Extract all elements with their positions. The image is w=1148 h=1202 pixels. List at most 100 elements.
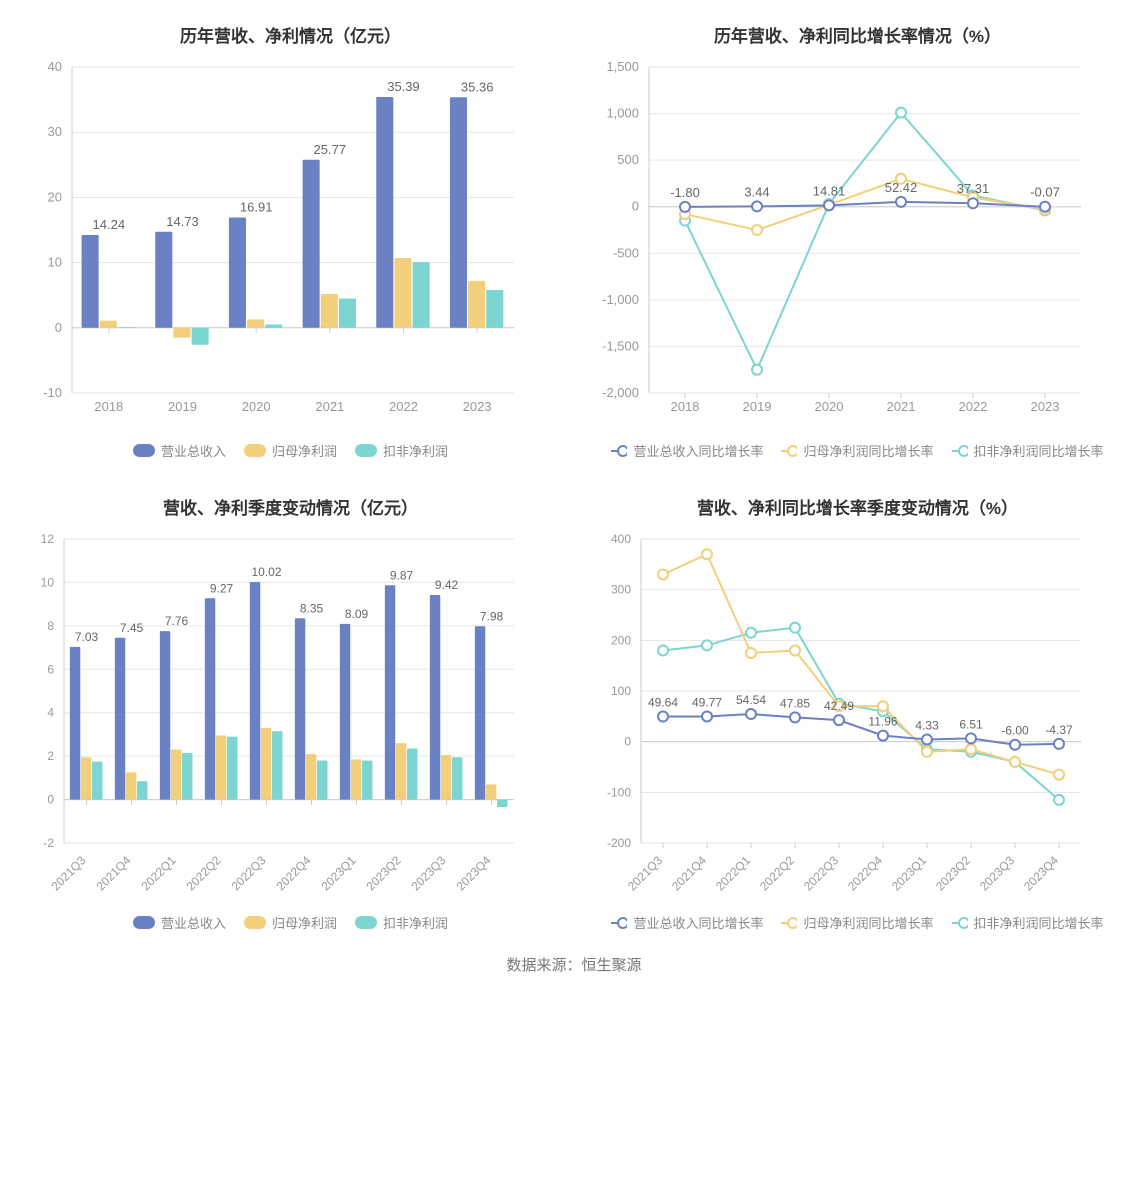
- svg-text:2022Q2: 2022Q2: [184, 853, 224, 893]
- svg-text:49.64: 49.64: [648, 696, 678, 710]
- legend-item[interactable]: 归母净利润: [244, 913, 337, 932]
- legend-label: 归母净利润: [272, 441, 337, 460]
- svg-text:10: 10: [48, 255, 62, 270]
- svg-text:2023Q2: 2023Q2: [933, 853, 973, 893]
- data-source-label: 数据来源：恒生聚源: [12, 936, 1136, 985]
- svg-text:52.42: 52.42: [885, 180, 918, 195]
- legend-item[interactable]: 扣非净利润同比增长率: [952, 441, 1104, 460]
- svg-text:9.27: 9.27: [210, 581, 234, 595]
- svg-text:14.24: 14.24: [93, 217, 126, 232]
- svg-text:54.54: 54.54: [736, 693, 766, 707]
- svg-text:400: 400: [611, 532, 631, 546]
- svg-text:200: 200: [611, 633, 631, 647]
- svg-text:2018: 2018: [94, 399, 123, 414]
- svg-text:9.87: 9.87: [390, 568, 414, 582]
- legend-swatch-icon: [952, 443, 968, 459]
- svg-text:2023Q3: 2023Q3: [977, 853, 1017, 893]
- legend-item[interactable]: 扣非净利润同比增长率: [952, 913, 1104, 932]
- legend-swatch-icon: [133, 444, 155, 457]
- svg-text:-0.07: -0.07: [1030, 185, 1060, 200]
- legend-item[interactable]: 扣非净利润: [355, 913, 448, 932]
- svg-text:-2: -2: [43, 836, 54, 850]
- svg-text:2020: 2020: [815, 399, 844, 414]
- svg-text:8.35: 8.35: [300, 601, 324, 615]
- svg-text:14.73: 14.73: [166, 214, 199, 229]
- legend-swatch-icon: [781, 443, 797, 459]
- panel4-chart: -200-10001002003004002021Q32021Q42022Q12…: [579, 525, 1136, 905]
- panel4-legend: 营业总收入同比增长率 归母净利润同比增长率扣非净利润同比增长率: [579, 905, 1136, 936]
- legend-swatch-icon: [244, 916, 266, 929]
- svg-text:2021Q3: 2021Q3: [625, 853, 665, 893]
- svg-text:2022: 2022: [389, 399, 418, 414]
- svg-text:2023: 2023: [1031, 399, 1060, 414]
- svg-text:16.91: 16.91: [240, 200, 273, 215]
- svg-text:2022Q3: 2022Q3: [801, 853, 841, 893]
- panel-quarterly-growth-rate: 营收、净利同比增长率季度变动情况（%） -200-100010020030040…: [579, 484, 1136, 936]
- legend-swatch-icon: [952, 915, 968, 931]
- svg-text:2022Q4: 2022Q4: [845, 853, 885, 893]
- svg-text:-2,000: -2,000: [602, 385, 639, 400]
- svg-text:7.98: 7.98: [480, 609, 504, 623]
- legend-item[interactable]: 营业总收入同比增长率: [611, 441, 763, 460]
- svg-text:4: 4: [47, 706, 54, 720]
- panel3-legend: 营业总收入归母净利润扣非净利润: [12, 905, 569, 936]
- panel1-legend: 营业总收入 归母净利润 扣非净利润: [12, 433, 569, 464]
- legend-item[interactable]: 营业总收入同比增长率: [611, 913, 763, 932]
- panel3-title: 营收、净利季度变动情况（亿元）: [12, 484, 569, 525]
- legend-swatch-icon: [355, 444, 377, 457]
- legend-item[interactable]: 归母净利润: [244, 441, 337, 460]
- svg-text:100: 100: [611, 684, 631, 698]
- svg-text:-1,000: -1,000: [602, 292, 639, 307]
- svg-text:2022Q4: 2022Q4: [274, 853, 314, 893]
- svg-text:-6.00: -6.00: [1001, 724, 1029, 738]
- legend-label: 扣非净利润同比增长率: [974, 441, 1104, 460]
- svg-text:-1,500: -1,500: [602, 338, 639, 353]
- svg-text:2023Q1: 2023Q1: [319, 853, 359, 893]
- legend-item[interactable]: 营业总收入: [133, 441, 226, 460]
- panel4-title: 营收、净利同比增长率季度变动情况（%）: [579, 484, 1136, 525]
- legend-item[interactable]: 归母净利润同比增长率: [781, 913, 933, 932]
- panel1-chart: -1001020304020182019202020212022202314.2…: [12, 53, 569, 433]
- svg-text:8: 8: [47, 619, 54, 633]
- svg-text:2022Q1: 2022Q1: [713, 853, 753, 893]
- svg-text:-10: -10: [43, 385, 62, 400]
- panel-annual-revenue-profit: 历年营收、净利情况（亿元） -1001020304020182019202020…: [12, 12, 569, 464]
- svg-text:11.96: 11.96: [868, 715, 897, 729]
- svg-text:47.85: 47.85: [780, 696, 810, 710]
- legend-label: 扣非净利润: [383, 441, 448, 460]
- svg-text:7.76: 7.76: [165, 614, 189, 628]
- svg-text:10.02: 10.02: [251, 565, 281, 579]
- svg-text:-100: -100: [607, 785, 631, 799]
- svg-text:1,500: 1,500: [606, 59, 639, 74]
- svg-text:2022Q1: 2022Q1: [139, 853, 179, 893]
- svg-text:2019: 2019: [743, 399, 772, 414]
- legend-label: 归母净利润同比增长率: [803, 913, 933, 932]
- svg-text:2020: 2020: [242, 399, 271, 414]
- svg-text:6: 6: [47, 662, 54, 676]
- svg-text:42.49: 42.49: [824, 699, 854, 713]
- legend-item[interactable]: 扣非净利润: [355, 441, 448, 460]
- svg-text:-200: -200: [607, 836, 631, 850]
- svg-text:2023Q4: 2023Q4: [1021, 853, 1061, 893]
- panel2-title: 历年营收、净利同比增长率情况（%）: [579, 12, 1136, 53]
- legend-item[interactable]: 归母净利润同比增长率: [781, 441, 933, 460]
- svg-text:-1.80: -1.80: [670, 185, 700, 200]
- svg-text:2: 2: [47, 749, 54, 763]
- svg-text:2021Q4: 2021Q4: [669, 853, 709, 893]
- panel2-legend: 营业总收入同比增长率归母净利润同比增长率 扣非净利润同比增长率: [579, 433, 1136, 464]
- legend-swatch-icon: [355, 916, 377, 929]
- svg-text:300: 300: [611, 583, 631, 597]
- svg-text:0: 0: [55, 320, 62, 335]
- panel3-chart: -20246810122021Q32021Q42022Q12022Q22022Q…: [12, 525, 569, 905]
- legend-swatch-icon: [133, 916, 155, 929]
- svg-text:2022Q2: 2022Q2: [757, 853, 797, 893]
- svg-text:2021: 2021: [315, 399, 344, 414]
- panel-quarterly-revenue-profit: 营收、净利季度变动情况（亿元） -20246810122021Q32021Q42…: [12, 484, 569, 936]
- legend-label: 营业总收入同比增长率: [633, 441, 763, 460]
- svg-text:14.81: 14.81: [813, 183, 846, 198]
- legend-swatch-icon: [244, 444, 266, 457]
- svg-text:37.31: 37.31: [957, 181, 990, 196]
- legend-item[interactable]: 营业总收入: [133, 913, 226, 932]
- svg-text:7.45: 7.45: [120, 621, 144, 635]
- svg-text:8.09: 8.09: [345, 607, 369, 621]
